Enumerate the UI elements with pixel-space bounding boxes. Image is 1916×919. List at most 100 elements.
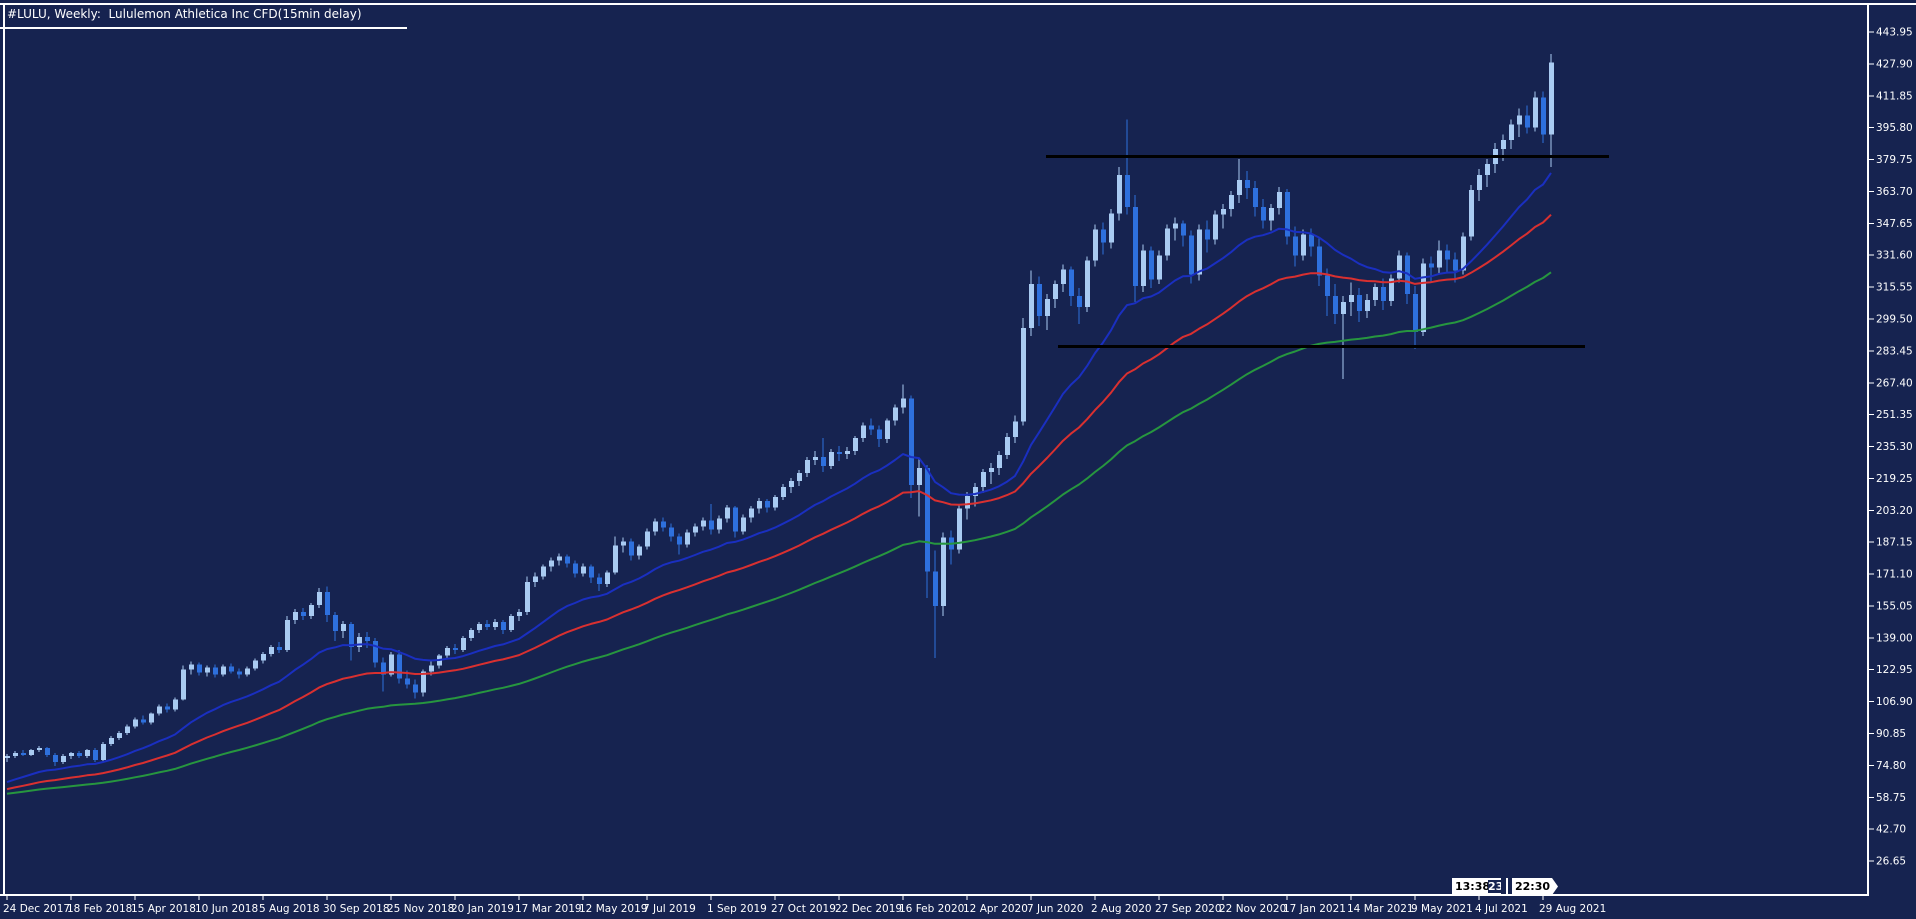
candle <box>1085 256 1090 313</box>
candle <box>325 586 330 622</box>
mid-ma[interactable] <box>6 213 1552 791</box>
candle <box>461 635 466 652</box>
candle <box>821 438 826 472</box>
candle <box>613 536 618 575</box>
candle <box>205 665 210 677</box>
candle <box>1509 119 1514 150</box>
date-tick-label: 27 Oct 2019 <box>771 903 836 915</box>
candle <box>77 751 82 759</box>
candle <box>573 560 578 578</box>
time-flag[interactable]: 13:38 <box>1452 878 1498 895</box>
candle <box>853 436 858 456</box>
candle <box>181 665 186 701</box>
date-tick-label: 7 Jul 2019 <box>643 903 696 915</box>
price-tick-label: 122.95 <box>1876 664 1913 676</box>
candle <box>189 661 194 675</box>
candle <box>773 494 778 511</box>
candle <box>1245 171 1250 199</box>
candle <box>237 668 242 679</box>
slow-ma[interactable] <box>6 271 1552 795</box>
fast-ma[interactable] <box>6 172 1552 784</box>
date-tick-label: 15 Apr 2018 <box>131 903 196 915</box>
candle <box>965 491 970 520</box>
date-tick-label: 17 Jan 2021 <box>1283 903 1346 915</box>
candle <box>21 750 26 757</box>
candle <box>1277 186 1282 215</box>
price-tick-label: 299.50 <box>1876 314 1913 326</box>
candle <box>253 658 258 671</box>
candle <box>981 469 986 493</box>
candle <box>565 554 570 568</box>
candle <box>1005 433 1010 460</box>
date-tick-label: 7 Jun 2020 <box>1027 903 1083 915</box>
date-tick-label: 17 Mar 2019 <box>515 903 582 915</box>
candle <box>1141 244 1146 293</box>
price-tick-label: 251.35 <box>1876 409 1913 421</box>
candle <box>141 715 146 725</box>
time-flag[interactable]: 23 <box>1488 878 1501 895</box>
price-tick-label: 427.90 <box>1876 58 1913 70</box>
candle <box>1525 105 1530 134</box>
price-tick-label: 395.80 <box>1876 122 1913 134</box>
price-axis[interactable]: 443.95 427.90 411.85 395.80 379.75 363.70 347.… <box>1868 27 1913 868</box>
candle <box>1485 159 1490 187</box>
date-tick-label: 14 Mar 2021 <box>1347 903 1414 915</box>
price-tick-label: 347.65 <box>1876 218 1913 230</box>
candle <box>445 645 450 659</box>
candle <box>165 703 170 713</box>
candle <box>45 747 50 758</box>
candle <box>501 619 506 634</box>
candle <box>397 649 402 684</box>
price-tick-label: 331.60 <box>1876 250 1913 262</box>
candle <box>357 632 362 652</box>
title-underline <box>0 27 407 29</box>
candle <box>437 653 442 669</box>
price-tick-label: 155.05 <box>1876 600 1913 612</box>
candle <box>1077 288 1082 324</box>
candle <box>1389 274 1394 307</box>
date-tick-label: 2 Aug 2020 <box>1091 903 1152 915</box>
time-flag[interactable]: 22:30 <box>1512 878 1558 895</box>
date-tick-label: 25 Nov 2018 <box>387 903 454 915</box>
candle <box>661 517 666 532</box>
candle <box>213 664 218 678</box>
candle <box>229 663 234 674</box>
candle <box>101 742 106 762</box>
price-tick-label: 26.65 <box>1876 856 1906 868</box>
candle <box>1149 246 1154 289</box>
candle <box>1445 244 1450 273</box>
candle <box>149 712 154 725</box>
candle <box>1293 226 1298 267</box>
candle <box>309 603 314 619</box>
price-tick-label: 171.10 <box>1876 569 1913 581</box>
candles-layer[interactable] <box>5 53 1554 766</box>
candle <box>1405 252 1410 305</box>
candle <box>1109 208 1114 249</box>
date-tick-label: 24 Dec 2017 <box>3 903 70 915</box>
date-tick-label: 30 Sep 2018 <box>323 903 390 915</box>
candle <box>117 731 122 741</box>
candle <box>1341 296 1346 380</box>
candle <box>869 418 874 436</box>
candle <box>717 515 722 534</box>
candle <box>525 576 530 616</box>
candle <box>293 609 298 624</box>
candle <box>917 459 922 517</box>
candle <box>173 697 178 712</box>
candle <box>933 550 938 658</box>
candle <box>829 449 834 470</box>
candle <box>1541 91 1546 144</box>
date-tick-label: 18 Feb 2018 <box>67 903 132 915</box>
candle <box>1349 282 1354 317</box>
price-tick-label: 267.40 <box>1876 377 1913 389</box>
price-tick-label: 106.90 <box>1876 696 1913 708</box>
candle <box>29 749 34 757</box>
candle <box>1165 224 1170 261</box>
candle <box>133 717 138 729</box>
candle <box>1261 198 1266 229</box>
candle <box>1429 256 1434 283</box>
candle <box>1205 220 1210 253</box>
